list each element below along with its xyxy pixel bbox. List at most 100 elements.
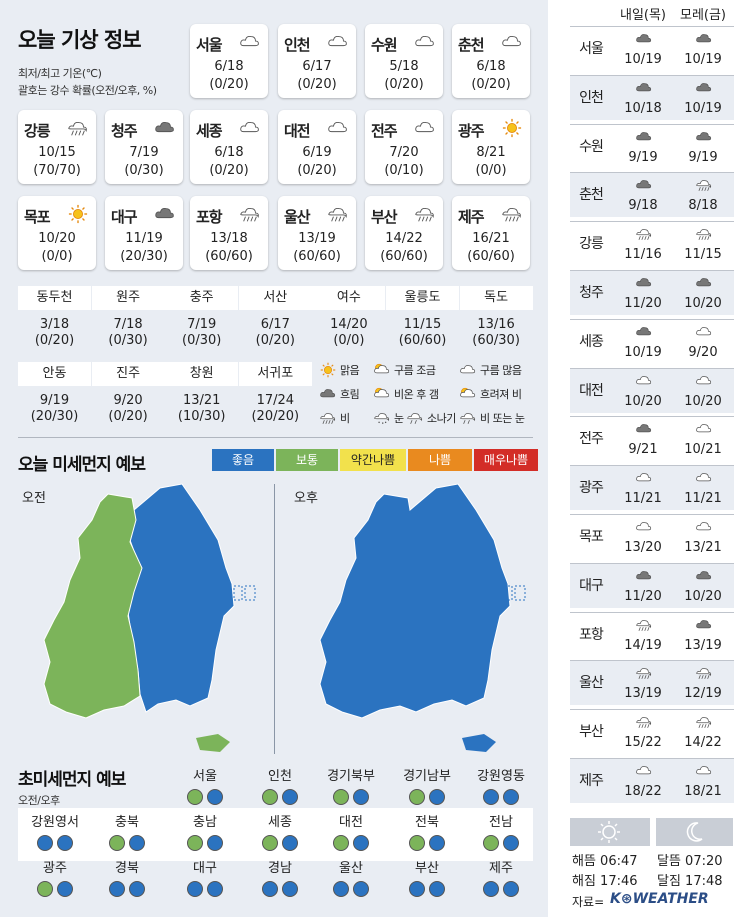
ultra-item: 세종 [245,814,315,851]
ultra-item: 경북 [92,860,162,897]
dust-level: 보통 [276,449,338,471]
pm-dot [282,789,298,805]
forecast-day1: 11/20 [624,296,662,311]
forecast-row: 제주 18/22 18/21 [570,758,734,803]
city-temp: 6/18 [214,145,244,160]
forecast-day1: 11/16 [624,247,662,263]
pm-dot [503,835,519,851]
city-prob: (60/60) [467,249,515,264]
forecast-day1: 11/21 [624,491,662,507]
am-label: 오전 [22,491,46,506]
ultra-region: 경북 [115,861,139,876]
small-city-name: 독도 [459,286,533,310]
pm-map-korea [319,483,511,719]
small-city-prob: (0/20) [108,409,148,424]
am-ulleung-box [233,585,243,601]
pm-dokdo-box [514,585,526,601]
city-card: 광주 8/21 (0/0) [452,110,530,184]
city-temp: 13/18 [210,231,248,246]
small-city-temp: 17/24 [256,393,295,408]
forecast-day2: 10/19 [684,52,722,67]
forecast-day2: 10/20 [684,588,722,604]
small-city-temp: 9/20 [113,393,143,408]
forecast-row: 포항 14/19 13/19 [570,611,734,657]
city-card: 인천 6/17 (0/20) [278,24,356,98]
ultra-item: 전북 [392,814,462,851]
city-prob: (0/20) [297,77,337,92]
cloudy-icon [413,32,437,52]
small-city-name: 진주 [91,362,165,386]
small-city-temp: 7/19 [187,317,217,332]
legend-item: 구름 조금 [372,362,436,378]
ultra-item: 광주 [20,860,90,897]
legend-label: 흐려져 비 [480,388,522,401]
ultra-sub: 오전/오후 [18,794,60,807]
cloudy-icon [238,32,262,52]
small-city: 동두천 3/18 (0/20) [18,286,91,358]
forecast-day2: 10/20 [684,296,722,311]
ultra-item: 제주 [466,860,536,897]
ultra-row2-bg [18,808,533,861]
forecast-day1: 11/20 [624,588,662,604]
cloudy-icon [634,373,654,389]
pm-ulleung-box [503,585,513,601]
city-prob: (0/30) [124,163,164,178]
ultra-item: 울산 [316,860,386,897]
pm-dot [282,835,298,851]
small-city-name: 여수 [312,286,386,310]
am-map-east [127,483,235,713]
pm-dot [503,789,519,805]
city-card: 포항 13/18 (60/60) [190,196,268,270]
overcast-icon [634,177,654,193]
small-city-temp: 7/18 [113,317,143,332]
forecast-row: 청주 11/20 10/20 [570,270,734,315]
cloudy-icon [238,118,262,138]
ultra-item: 경기북부 [316,768,386,805]
city-card: 수원 5/18 (0/20) [365,24,443,98]
ultra-item: 부산 [392,860,462,897]
small-city: 여수 14/20 (0/0) [312,286,386,358]
small-city-temp: 14/20 [330,317,368,332]
pm-dot [503,881,519,897]
city-prob: (0/10) [384,163,424,178]
legend-label: 소나기 [427,412,456,425]
forecast-city: 전주 [579,431,604,448]
ultra-region: 대구 [193,861,217,876]
city-temp: 11/19 [125,231,163,246]
forecast-day2: 9/20 [688,344,718,360]
forecast-day1: 15/22 [624,735,662,751]
small-city-temp: 13/16 [477,317,515,332]
small-city-grid: 동두천 3/18 (0/20) 원주 7/18 (0/30) 충주 7/19 (0/30) 서산 6… [18,286,533,434]
am-dot [409,881,425,897]
rain-icon [326,204,350,224]
legend-label: 비온 후 갬 [394,388,439,401]
forecast-row: 목포 13/20 13/21 [570,514,734,559]
legend-label: 비 또는 눈 [480,412,525,425]
forecast-row: 인천 10/18 10/19 [570,74,734,120]
city-temp: 8/21 [476,145,506,160]
ultra-region: 전남 [489,815,513,830]
small-city: 울릉도 11/15 (60/60) [386,286,459,358]
legend-item: 흐려져 비 [458,386,522,402]
city-prob: (0/0) [475,163,507,178]
ultra-region: 대전 [339,815,363,830]
ultra-item: 강원영서 [20,814,90,851]
overcast-icon [634,324,654,340]
ultra-region: 전북 [415,815,439,830]
small-city-name: 원주 [91,286,165,310]
small-city-prob: (20/20) [251,409,300,424]
am-dot [109,835,125,851]
city-temp: 6/18 [476,59,506,74]
ultra-region: 강원영서 [31,815,79,830]
forecast-city: 서울 [579,41,604,57]
ultra-region: 강원영동 [477,769,525,784]
forecast-city: 강릉 [579,236,604,253]
forecast-city: 세종 [579,333,604,350]
pm-dust-map [319,483,526,752]
forecast-row: 강릉 11/16 11/15 [570,221,734,267]
overcast-icon [153,204,177,224]
city-temp: 7/19 [129,145,159,160]
am-dot [262,881,278,897]
forecast-day2: 13/21 [684,540,722,555]
city-prob: (60/60) [205,249,253,264]
